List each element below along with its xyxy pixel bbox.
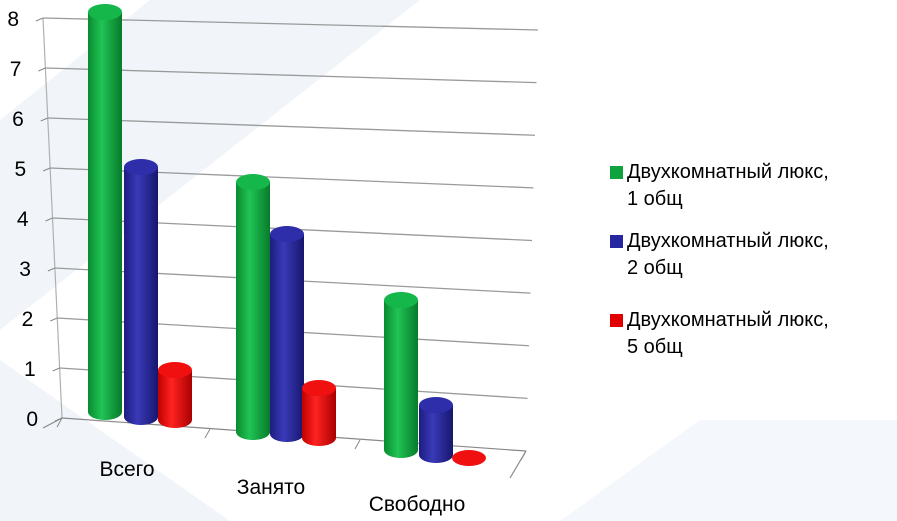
bar-2-1 [419, 397, 453, 463]
bar-body [419, 405, 453, 463]
y-axis-ticks: 0 1 2 3 4 5 6 7 8 [7, 8, 63, 431]
bar-body [384, 300, 418, 458]
bar-body [88, 12, 122, 420]
bar-body [124, 167, 158, 425]
y-tick-mark [54, 417, 63, 422]
y-tick-mark [45, 217, 53, 222]
y-tick-mark [50, 317, 58, 322]
x-tick-mark [520, 450, 527, 461]
bar-top [270, 226, 304, 242]
bar-body [302, 388, 336, 446]
bar-top [158, 362, 192, 378]
y-tick-mark [42, 167, 51, 172]
bar-body [236, 182, 270, 440]
x-tick-mark [354, 439, 361, 450]
y-tick-label: 8 [7, 8, 19, 31]
y-tick-label: 5 [14, 158, 26, 181]
bar-top [88, 4, 122, 20]
x-tick-mark [56, 417, 63, 428]
y-tick-label: 2 [22, 308, 34, 331]
legend: Двухкомнатный люкс, 1 общ Двухкомнатный лю… [610, 161, 829, 358]
bar-body [158, 370, 192, 428]
legend-swatch [610, 314, 623, 327]
category-label: Занято [237, 476, 305, 499]
y-tick-label: 7 [10, 58, 22, 81]
category-label: Свободно [369, 493, 466, 516]
y-tick-mark [35, 17, 44, 22]
legend-label: Двухкомнатный люкс, 1 общ [627, 161, 829, 210]
gridline [42, 17, 539, 31]
bars [88, 4, 486, 466]
bar-top [302, 380, 336, 396]
category-label: Всего [99, 458, 154, 481]
y-tick-mark [38, 67, 46, 72]
bar-1-0 [236, 174, 270, 440]
y-tick-label: 6 [12, 108, 24, 131]
x-axis-ticks: Всего Занято Свободно [56, 417, 527, 516]
gridline [47, 117, 536, 136]
y-tick-label: 3 [19, 258, 31, 281]
bar-top [452, 450, 486, 466]
gridline [45, 67, 537, 84]
bar-body [270, 234, 304, 442]
y-tick-mark [52, 367, 60, 372]
legend-swatch [610, 235, 623, 248]
x-tick-mark [204, 428, 211, 439]
bar-2-2 [452, 450, 486, 466]
bar-top [236, 174, 270, 190]
legend-label: Двухкомнатный люкс, 2 общ [627, 230, 829, 279]
bar-2-0 [384, 292, 418, 458]
bar-top [124, 159, 158, 175]
bar-top [384, 292, 418, 308]
bar-0-0 [88, 4, 122, 420]
bar-1-1 [270, 226, 304, 442]
bar-top [419, 397, 453, 413]
bar-0-2 [158, 362, 192, 428]
legend-label: Двухкомнатный люкс, 5 общ [627, 309, 829, 358]
legend-swatch [610, 166, 623, 179]
y-tick-mark [47, 267, 56, 272]
gridline [50, 167, 534, 189]
y-tick-label: 4 [17, 208, 29, 231]
y-tick-mark [40, 117, 48, 122]
bar-0-1 [124, 159, 158, 425]
y-tick-label: 0 [26, 408, 38, 431]
bar-1-2 [302, 380, 336, 446]
y-tick-label: 1 [24, 358, 36, 381]
